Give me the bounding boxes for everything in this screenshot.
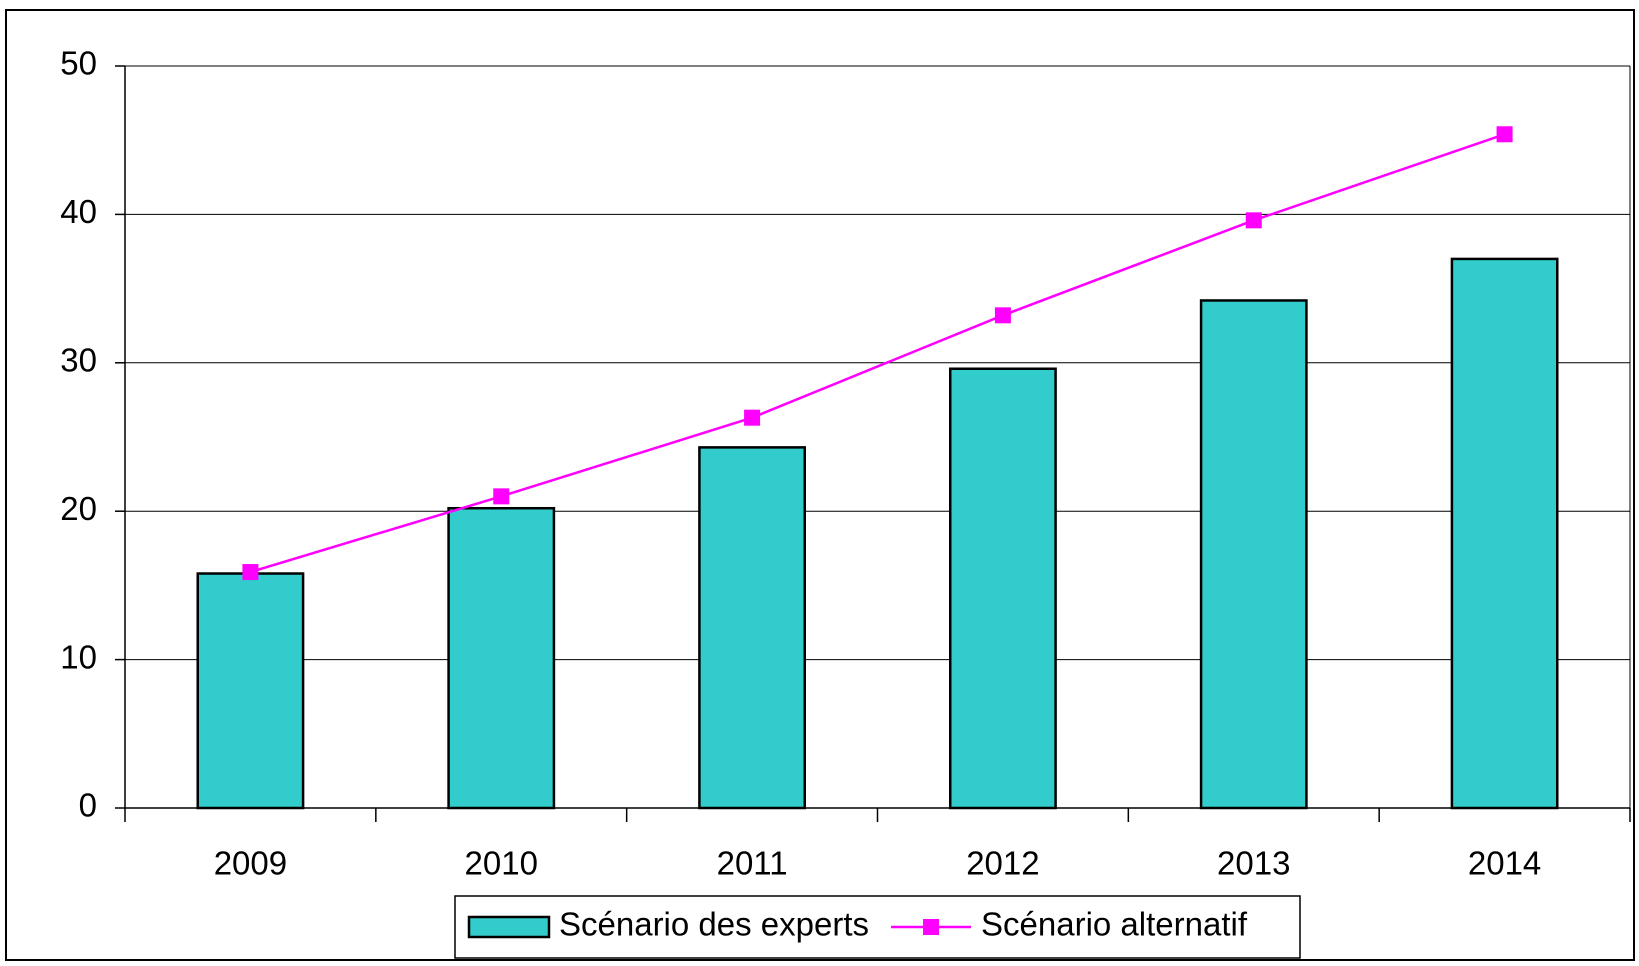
x-tick-label: 2013 [1217, 845, 1290, 882]
x-tick-label: 2014 [1468, 845, 1541, 882]
legend-label: Scénario alternatif [981, 906, 1248, 943]
legend-box [454, 895, 1301, 959]
line [250, 133, 1505, 574]
chart-frame [5, 9, 1635, 961]
x-tick-label: 2009 [214, 845, 287, 882]
y-tick-label: 30 [60, 342, 97, 379]
marker [994, 307, 1011, 324]
marker [744, 409, 761, 426]
bar [698, 446, 807, 810]
bar [1199, 299, 1308, 810]
bar [948, 367, 1057, 810]
x-tick-label: 2012 [966, 845, 1039, 882]
marker [1245, 212, 1262, 229]
y-tick-label: 10 [60, 638, 97, 675]
y-tick-label: 50 [60, 45, 97, 82]
legend-swatch [467, 915, 551, 939]
bar [447, 506, 556, 810]
y-tick-label: 20 [60, 490, 97, 527]
legend-label: Scénario des experts [559, 906, 869, 943]
bar [1450, 257, 1559, 810]
legend-marker [923, 919, 940, 935]
marker [1496, 126, 1513, 143]
marker [493, 488, 510, 505]
y-tick-label: 0 [79, 787, 97, 824]
x-tick-label: 2010 [465, 845, 538, 882]
marker [242, 564, 259, 581]
x-tick-label: 2011 [717, 845, 788, 882]
y-tick-label: 40 [60, 193, 97, 230]
bar [196, 572, 305, 810]
